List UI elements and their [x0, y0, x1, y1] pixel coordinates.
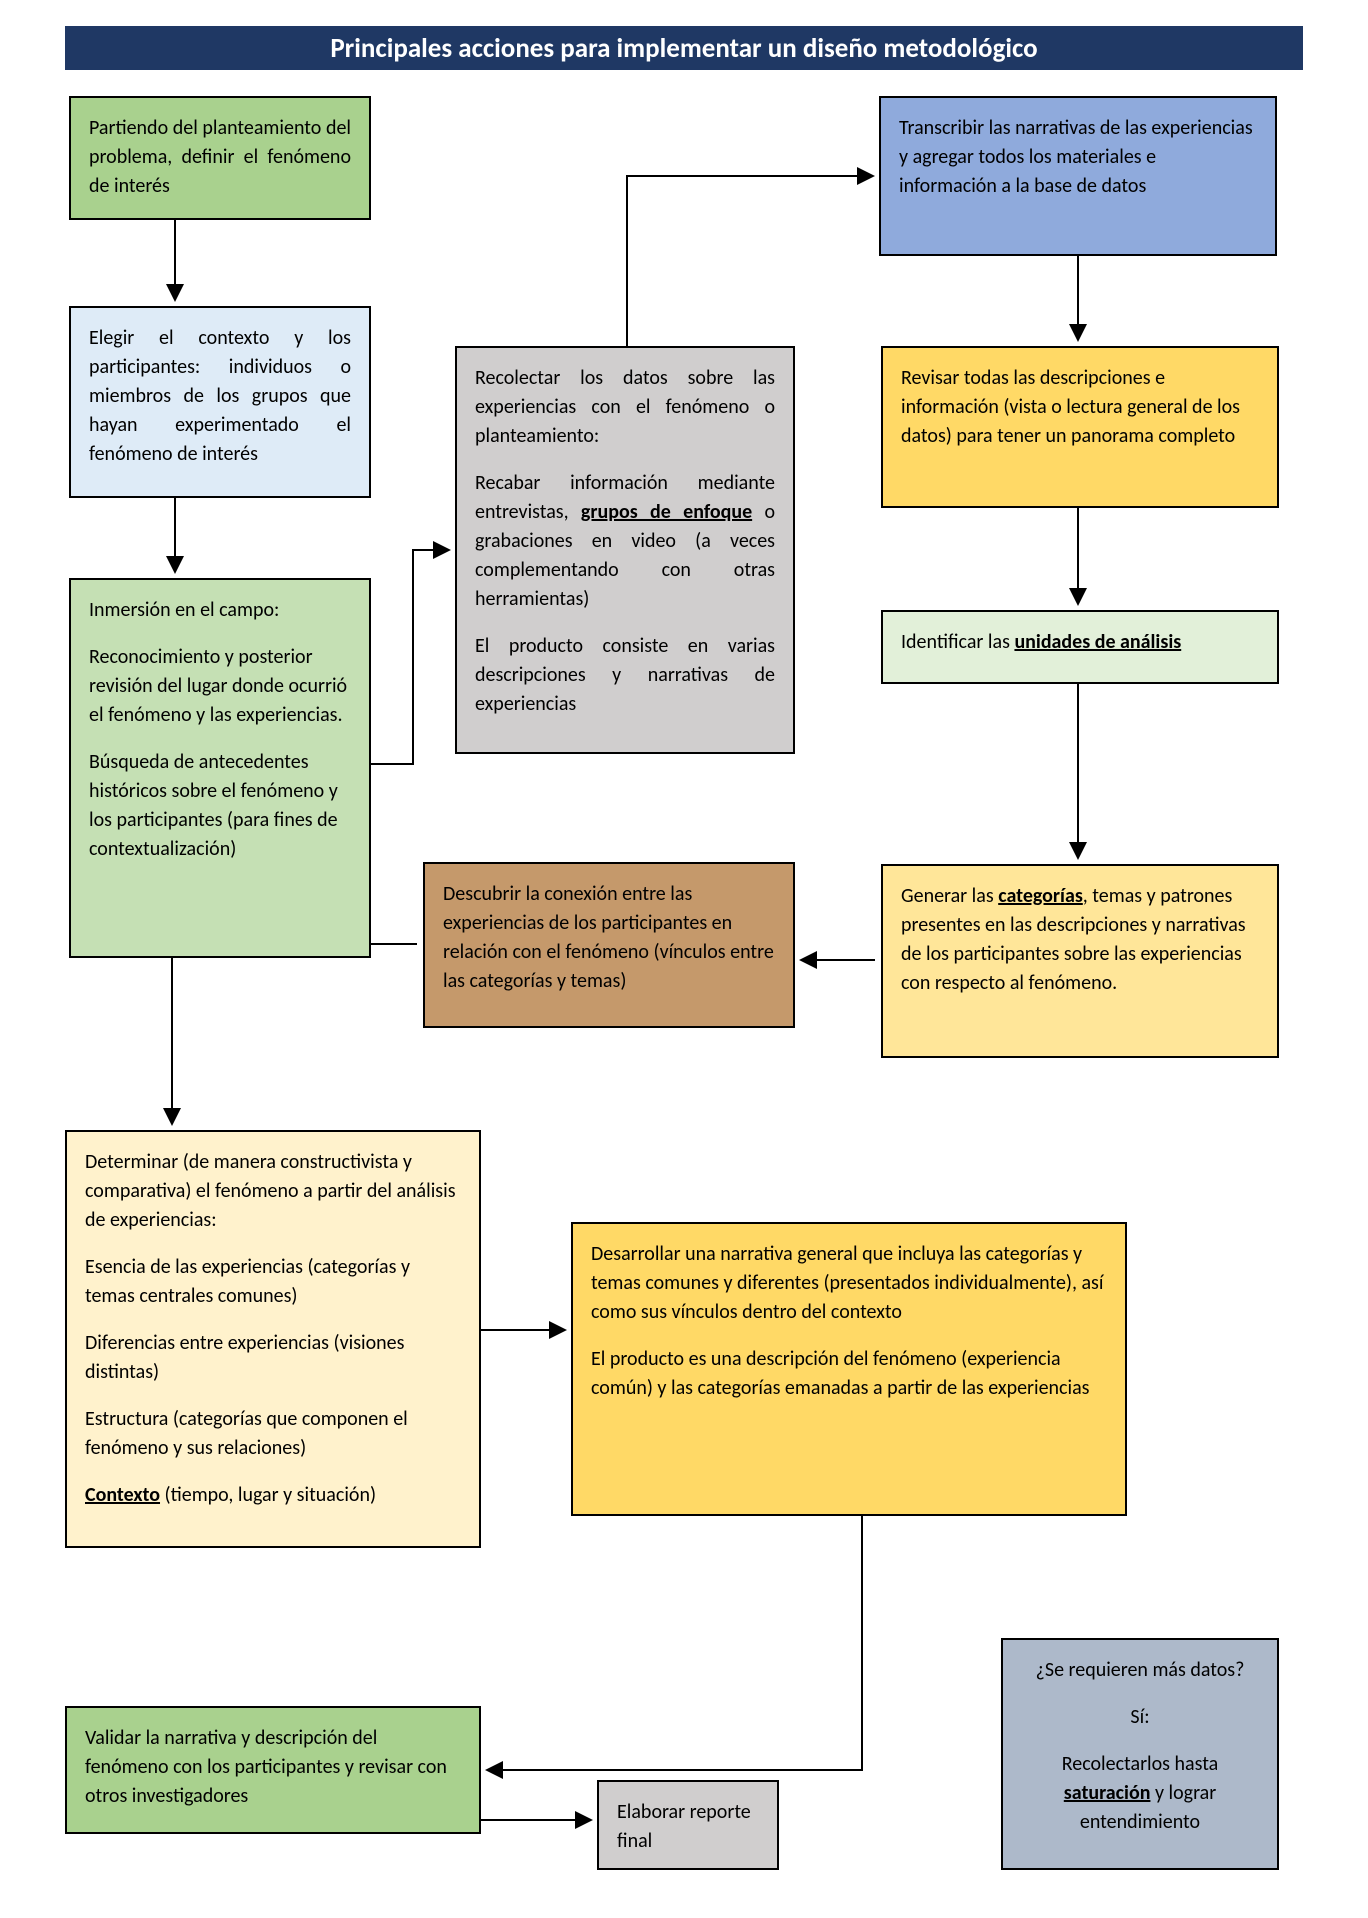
- box-n11-text: El producto es una descripción del fenóm…: [591, 1345, 1107, 1403]
- box-n2-text: Elegir el contexto y los participantes: …: [89, 324, 351, 469]
- arrow-a9: [172, 944, 417, 1124]
- box-n7: Identificar las unidades de análisis: [881, 610, 1279, 684]
- box-n1-text: Partiendo del planteamiento del problema…: [89, 114, 351, 201]
- arrow-a3: [371, 550, 449, 764]
- box-n13-text: Elaborar reporte final: [617, 1798, 759, 1856]
- box-n10-text: Contexto (tiempo, lugar y situación): [85, 1481, 461, 1510]
- box-n4: Recolectar los datos sobre las experienc…: [455, 346, 795, 754]
- box-n12-text: Validar la narrativa y descripción del f…: [85, 1724, 461, 1811]
- box-n3-text: Búsqueda de antecedentes históricos sobr…: [89, 748, 351, 864]
- box-n12: Validar la narrativa y descripción del f…: [65, 1706, 481, 1834]
- box-n1: Partiendo del planteamiento del problema…: [69, 96, 371, 220]
- box-n14-text: Sí:: [1021, 1703, 1259, 1732]
- box-n4-text: Recolectar los datos sobre las experienc…: [475, 364, 775, 451]
- arrow-a11: [487, 1516, 862, 1770]
- box-n8: Generar las categorías, temas y patrones…: [881, 864, 1279, 1058]
- box-n10-text: Estructura (categorías que componen el f…: [85, 1405, 461, 1463]
- box-n7-text: Identificar las unidades de análisis: [901, 628, 1259, 657]
- box-n5: Transcribir las narrativas de las experi…: [879, 96, 1277, 256]
- box-n9-text: Descubrir la conexión entre las experien…: [443, 880, 775, 996]
- box-n13: Elaborar reporte final: [597, 1780, 779, 1870]
- box-n10: Determinar (de manera constructivista y …: [65, 1130, 481, 1548]
- box-n14-text: Recolectarlos hasta saturación y lograr …: [1021, 1750, 1259, 1837]
- box-n6-text: Revisar todas las descripciones e inform…: [901, 364, 1259, 451]
- box-n3-text: Reconocimiento y posterior revisión del …: [89, 643, 351, 730]
- box-n10-text: Diferencias entre experiencias (visiones…: [85, 1329, 461, 1387]
- box-n3: Inmersión en el campo: Reconocimiento y p…: [69, 578, 371, 958]
- page-title: Principales acciones para implementar un…: [65, 26, 1303, 70]
- box-n9: Descubrir la conexión entre las experien…: [423, 862, 795, 1028]
- box-n3-text: Inmersión en el campo:: [89, 596, 351, 625]
- box-n2: Elegir el contexto y los participantes: …: [69, 306, 371, 498]
- arrow-a4: [627, 176, 873, 346]
- box-n11: Desarrollar una narrativa general que in…: [571, 1222, 1127, 1516]
- flowchart-page: Principales acciones para implementar un…: [0, 0, 1368, 1918]
- box-n10-text: Esencia de las experiencias (categorías …: [85, 1253, 461, 1311]
- box-n14-text: ¿Se requieren más datos?: [1021, 1656, 1259, 1685]
- box-n6: Revisar todas las descripciones e inform…: [881, 346, 1279, 508]
- box-n8-text: Generar las categorías, temas y patrones…: [901, 882, 1259, 998]
- box-n5-text: Transcribir las narrativas de las experi…: [899, 114, 1257, 201]
- box-n4-text: El producto consiste en varias descripci…: [475, 632, 775, 719]
- box-n11-text: Desarrollar una narrativa general que in…: [591, 1240, 1107, 1327]
- box-n10-text: Determinar (de manera constructivista y …: [85, 1148, 461, 1235]
- box-n4-text: Recabar información mediante entrevistas…: [475, 469, 775, 614]
- box-n14: ¿Se requieren más datos? Sí: Recolectarlos…: [1001, 1638, 1279, 1870]
